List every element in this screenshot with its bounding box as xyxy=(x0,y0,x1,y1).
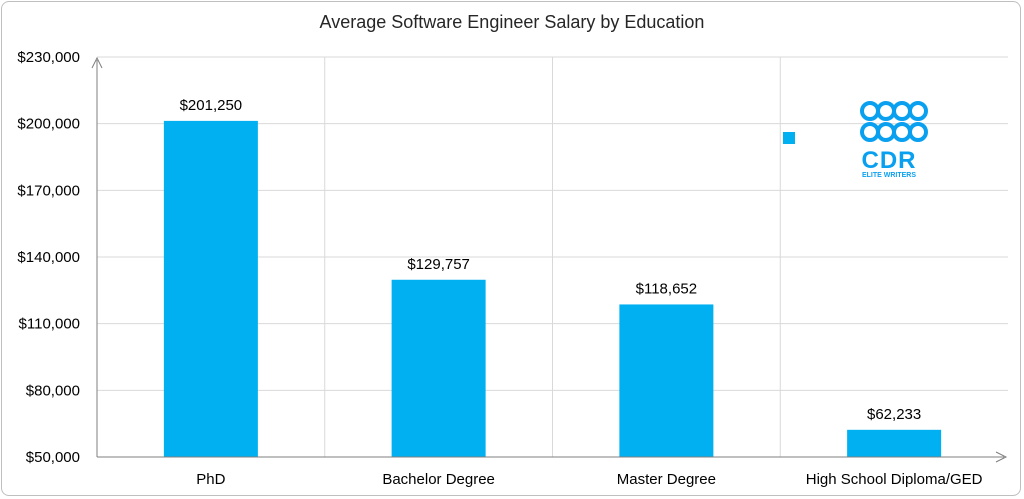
y-tick-label: $200,000 xyxy=(17,116,80,133)
bars xyxy=(163,120,942,457)
bar-4 xyxy=(847,429,942,457)
y-tick-label: $170,000 xyxy=(17,182,80,199)
y-tick-label: $50,000 xyxy=(26,449,80,466)
data-label: $201,250 xyxy=(180,97,243,114)
bar-1 xyxy=(163,120,258,457)
data-labels: $201,250 $129,757 $118,652 $62,233 xyxy=(180,97,922,423)
x-category-label: PhD xyxy=(196,471,225,488)
data-label: $129,757 xyxy=(407,256,470,273)
y-axis-arrow-icon xyxy=(91,56,103,69)
y-tick-label: $80,000 xyxy=(26,382,80,399)
bar-3 xyxy=(619,304,714,457)
y-tick-label: $230,000 xyxy=(17,49,80,66)
x-category-label: High School Diploma/GED xyxy=(806,471,983,488)
legend-marker-square xyxy=(783,132,795,144)
logo-subtext: ELITE WRITERS xyxy=(862,172,916,179)
y-axis-ticks: $50,000 $80,000 $110,000 $140,000 $170,000 $2… xyxy=(17,49,80,466)
y-tick-label: $110,000 xyxy=(19,316,80,333)
data-label: $62,233 xyxy=(867,406,921,423)
x-axis-arrow-icon xyxy=(995,451,1008,463)
logo-wordmark: CDR xyxy=(862,147,917,174)
x-category-label: Master Degree xyxy=(617,471,716,488)
x-category-label: Bachelor Degree xyxy=(382,471,495,488)
data-label: $118,652 xyxy=(636,280,697,297)
y-tick-label: $140,000 xyxy=(17,249,80,266)
cdr-elite-writers-logo: CDR ELITE WRITERS xyxy=(783,101,928,179)
x-axis-categories: PhD Bachelor Degree Master Degree High Scho… xyxy=(196,471,982,488)
logo-knot-icon xyxy=(860,101,928,142)
bar-2 xyxy=(391,279,486,457)
chart-title: Average Software Engineer Salary by Educ… xyxy=(319,12,705,32)
axes xyxy=(91,56,1008,463)
